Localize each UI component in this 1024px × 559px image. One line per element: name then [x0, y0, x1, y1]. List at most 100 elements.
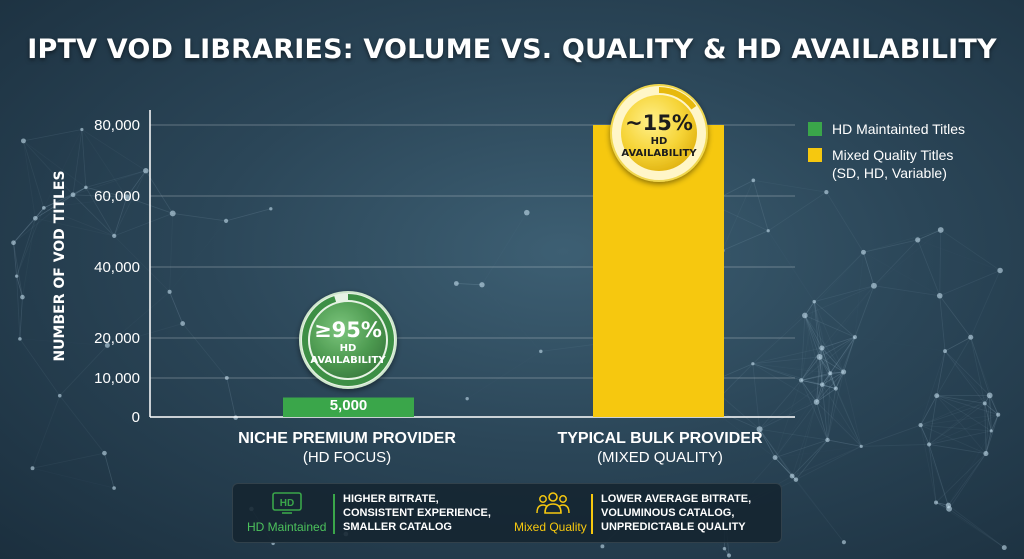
network-link	[752, 363, 823, 386]
hd-maintained-block: HD HD Maintained	[241, 490, 333, 538]
hd-maintained-caption: HD Maintained	[247, 520, 327, 534]
network-link	[861, 424, 921, 447]
legend-item-hd: HD Maintainted Titles	[808, 120, 1008, 138]
network-link	[81, 129, 87, 188]
badge-line1: HD	[340, 343, 357, 354]
legend-label-mixed-line2: (SD, HD, Variable)	[832, 165, 947, 181]
network-link	[985, 430, 992, 454]
network-link	[16, 218, 36, 277]
network-node	[751, 178, 756, 183]
network-link	[948, 453, 987, 510]
network-link	[113, 235, 170, 293]
network-link	[821, 384, 828, 440]
network-link	[835, 337, 856, 389]
network-node	[143, 167, 149, 174]
network-link	[791, 401, 817, 477]
network-node	[57, 393, 62, 398]
network-link	[774, 457, 793, 477]
network-link	[948, 505, 1005, 548]
network-link	[821, 336, 856, 349]
network-link	[829, 373, 837, 389]
network-node	[751, 362, 755, 366]
network-link	[928, 395, 938, 445]
network-node	[112, 486, 116, 490]
network-link	[759, 428, 797, 480]
network-link	[795, 401, 817, 480]
network-link	[970, 270, 1001, 338]
network-link	[804, 315, 837, 389]
network-link	[928, 395, 990, 445]
people-group-icon	[536, 492, 570, 514]
network-node	[766, 229, 770, 233]
network-link	[827, 371, 844, 441]
network-link	[13, 242, 23, 298]
y-tick-label: 60,000	[94, 188, 140, 205]
y-tick-label: 80,000	[94, 117, 140, 134]
y-tick-labels: 0 10,000 20,000 40,000 60,000 80,000	[94, 117, 140, 426]
network-node	[756, 426, 763, 433]
network-link	[970, 337, 991, 396]
network-link	[948, 508, 1005, 548]
network-link	[814, 285, 875, 303]
y-tick-label: 40,000	[94, 259, 140, 276]
network-link	[792, 445, 862, 477]
badge-percent: ≥95%	[314, 318, 382, 342]
network-node	[813, 399, 820, 405]
network-link	[939, 270, 1001, 297]
network-link	[816, 373, 831, 403]
network-node	[11, 240, 16, 246]
legend-item-mixed: Mixed Quality Titles (SD, HD, Variable)	[808, 146, 1008, 182]
network-link	[804, 315, 820, 358]
network-link	[936, 395, 985, 404]
network-link	[801, 379, 836, 389]
network-link	[800, 380, 817, 403]
network-link	[821, 347, 837, 389]
network-node	[167, 289, 172, 294]
network-link	[819, 356, 831, 374]
network-link	[843, 371, 862, 447]
network-link	[940, 229, 1001, 271]
network-link	[816, 384, 823, 403]
legend-label-mixed-line1: Mixed Quality Titles	[832, 147, 954, 163]
network-link	[863, 239, 918, 253]
network-node	[70, 192, 76, 198]
network-link	[939, 295, 946, 352]
network-link	[984, 403, 987, 454]
network-node	[33, 215, 38, 221]
network-link	[920, 425, 930, 445]
network-link	[863, 229, 941, 253]
network-link	[32, 395, 61, 469]
network-link	[759, 429, 776, 458]
network-link	[835, 388, 862, 447]
network-link	[113, 197, 128, 237]
network-link	[23, 140, 74, 196]
network-link	[920, 424, 992, 432]
network-node	[453, 281, 459, 286]
network-link	[835, 371, 844, 389]
network-node	[859, 444, 863, 448]
network-link	[917, 229, 941, 241]
network-link	[813, 301, 823, 349]
network-node	[224, 218, 229, 223]
network-link	[920, 395, 938, 426]
network-link	[819, 356, 844, 373]
network-node	[968, 334, 974, 340]
network-link	[939, 295, 972, 338]
network-link	[126, 170, 147, 198]
network-node	[41, 206, 46, 210]
network-node	[819, 382, 825, 387]
quality-comparison-panel: HD HD Maintained HIGHER BITRATE, CONSIST…	[232, 483, 782, 543]
network-link	[944, 350, 990, 396]
hd-maintained-description: HIGHER BITRATE, CONSISTENT EXPERIENCE, S…	[343, 493, 491, 533]
network-link	[35, 187, 87, 219]
network-link	[752, 180, 769, 231]
network-node	[982, 401, 987, 406]
network-link	[816, 371, 844, 403]
network-link	[920, 395, 990, 426]
network-link	[721, 180, 754, 251]
network-link	[816, 401, 862, 447]
network-link	[801, 371, 844, 381]
network-link	[928, 403, 985, 445]
